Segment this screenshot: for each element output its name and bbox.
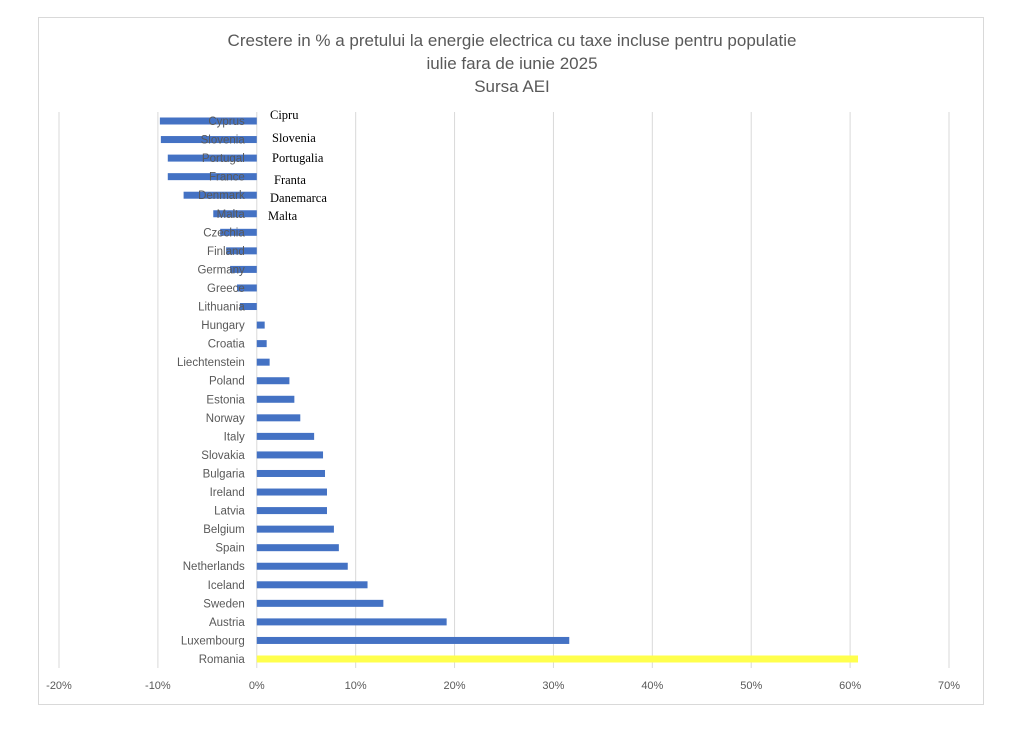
category-label: Finland xyxy=(207,246,245,258)
bar-sweden xyxy=(256,599,384,607)
category-label: Romania xyxy=(199,654,246,666)
bar-portugal xyxy=(167,154,257,162)
bar-iceland xyxy=(256,581,368,589)
category-label: Spain xyxy=(215,543,244,555)
bar-france xyxy=(167,173,257,181)
category-label: Estonia xyxy=(206,394,245,406)
bar-ireland xyxy=(256,488,327,496)
bar-cyprus xyxy=(159,117,257,125)
chart-title-line-2: iulie fara de iunie 2025 xyxy=(426,54,598,73)
bar-estonia xyxy=(256,395,295,403)
x-tick-label: 30% xyxy=(542,680,564,692)
bar-greece xyxy=(237,284,257,292)
category-label: Hungary xyxy=(201,320,245,332)
annotation-label: Slovenia xyxy=(272,131,316,145)
bar-austria xyxy=(256,618,447,626)
x-tick-label: 70% xyxy=(938,680,960,692)
chart-title-line-3: Sursa AEI xyxy=(474,77,550,96)
bar-czechia xyxy=(220,228,257,236)
bar-belgium xyxy=(256,525,334,533)
bar-poland xyxy=(256,377,290,385)
category-label: Lithuania xyxy=(198,302,245,314)
x-tick-label: 10% xyxy=(345,680,367,692)
bar-malta xyxy=(213,210,257,218)
bar-norway xyxy=(256,414,301,422)
bar-hungary xyxy=(256,321,265,329)
category-label: Austria xyxy=(209,617,245,629)
chart-frame xyxy=(38,17,984,705)
bar-netherlands xyxy=(256,562,348,570)
category-label: Belgium xyxy=(203,524,245,536)
bar-luxembourg xyxy=(256,636,570,644)
category-label: Sweden xyxy=(203,598,245,610)
category-label: Germany xyxy=(197,264,245,276)
bar-slovenia xyxy=(160,136,257,144)
x-tick-label: 0% xyxy=(249,680,265,692)
x-tick-label: 20% xyxy=(444,680,466,692)
bar-denmark xyxy=(183,191,257,199)
annotation-label: Malta xyxy=(268,209,298,223)
bar-italy xyxy=(256,432,315,440)
bar-romania xyxy=(256,655,859,663)
bar-finland xyxy=(226,247,257,255)
bar-slovakia xyxy=(256,451,324,459)
category-label: Bulgaria xyxy=(203,468,246,480)
category-label: Latvia xyxy=(214,506,245,518)
annotation-label: Portugalia xyxy=(272,151,324,165)
category-label: Malta xyxy=(217,209,246,221)
category-label: Cyprus xyxy=(208,116,245,128)
x-tick-label: 40% xyxy=(641,680,663,692)
bar-lithuania xyxy=(239,303,257,311)
category-label: Portugal xyxy=(202,153,245,165)
category-label: Poland xyxy=(209,376,245,388)
chart-title-line-1: Crestere in % a pretului la energie elec… xyxy=(227,31,797,50)
x-tick-label: 50% xyxy=(740,680,762,692)
category-label: Italy xyxy=(224,431,245,443)
category-label: Ireland xyxy=(210,487,245,499)
category-label: Denmark xyxy=(198,190,245,202)
bar-spain xyxy=(256,544,339,552)
category-label: France xyxy=(209,172,245,184)
x-tick-label: -20% xyxy=(46,680,72,692)
annotation-label: Franta xyxy=(274,173,306,187)
category-label: Luxembourg xyxy=(181,635,245,647)
category-label: Czechia xyxy=(203,227,245,239)
x-tick-label: 60% xyxy=(839,680,861,692)
category-label: Greece xyxy=(207,283,245,295)
category-label: Norway xyxy=(206,413,245,425)
category-label: Liechtenstein xyxy=(177,357,245,369)
annotation-label: Cipru xyxy=(270,108,299,122)
bar-croatia xyxy=(256,340,267,348)
bar-liechtenstein xyxy=(256,358,270,366)
bar-latvia xyxy=(256,507,327,515)
category-label: Netherlands xyxy=(183,561,245,573)
category-label: Slovenia xyxy=(201,135,246,147)
annotation-label: Danemarca xyxy=(270,191,327,205)
bar-bulgaria xyxy=(256,469,326,477)
bar-germany xyxy=(230,265,257,273)
x-tick-label: -10% xyxy=(145,680,171,692)
category-label: Slovakia xyxy=(201,450,245,462)
category-label: Croatia xyxy=(208,339,246,351)
category-label: Iceland xyxy=(208,580,245,592)
